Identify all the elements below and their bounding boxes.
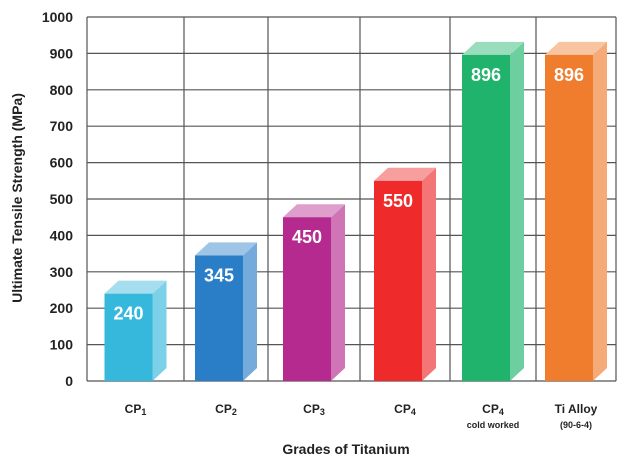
y-tick-label: 500: [50, 191, 74, 207]
x-tick-label: CP2: [215, 402, 237, 417]
bar: 450: [283, 204, 345, 381]
x-tick-label: CP3: [303, 402, 325, 417]
bar-value-label: 896: [471, 65, 501, 85]
y-tick-label: 700: [50, 118, 74, 134]
y-tick-label: 800: [50, 82, 74, 98]
y-axis-title: Ultimate Tensile Strength (MPa): [9, 93, 25, 303]
x-tick-label: CP4: [394, 402, 416, 417]
bar-side-face: [593, 41, 607, 382]
y-tick-label: 0: [65, 373, 73, 389]
bar: 345: [195, 242, 257, 381]
bar-side-face: [422, 167, 436, 381]
bar-side-face: [510, 41, 524, 382]
bar-front-face: [104, 293, 153, 381]
bar-top-face: [462, 41, 524, 55]
bar-value-label: 550: [383, 191, 413, 211]
bar: 896: [462, 41, 524, 382]
bar-top-face: [374, 167, 436, 181]
bar-side-face: [331, 204, 345, 381]
x-axis-title: Grades of Titanium: [282, 441, 409, 457]
bar-value-label: 896: [554, 65, 584, 85]
bar-value-label: 450: [292, 227, 322, 247]
y-tick-label: 1000: [42, 9, 73, 25]
bar-front-face: [545, 54, 593, 382]
bar-front-face: [374, 180, 422, 381]
y-tick-label: 600: [50, 155, 74, 171]
bar-front-face: [283, 217, 331, 381]
bar-value-label: 240: [113, 304, 143, 324]
x-tick-labels: CP1 CP2 CP3 CP4 CP4 cold worked Ti Alloy (90-6-…: [125, 402, 598, 430]
y-tick-label: 900: [50, 45, 74, 61]
bar-top-face: [283, 204, 345, 218]
x-tick-label: CP1: [125, 402, 147, 417]
x-tick-label: Ti Alloy: [555, 402, 598, 416]
bar-side-face: [152, 280, 167, 381]
bar-front-face: [462, 54, 510, 382]
bar-top-face: [104, 280, 167, 294]
bar-side-face: [243, 242, 257, 381]
x-tick-sublabel: (90-6-4): [560, 420, 592, 430]
x-tick-sublabel: cold worked: [467, 420, 520, 430]
y-tick-label: 400: [50, 227, 74, 243]
bars: 240 345 450 550 896 896: [104, 41, 607, 382]
bar: 240: [104, 280, 167, 381]
x-tick-label: CP4: [482, 402, 504, 417]
y-tick-labels: 0 100 200 300 400 500 600 700 800 900 1000: [42, 9, 73, 389]
bar: 550: [374, 167, 436, 381]
grid-lines: [86, 16, 617, 382]
y-tick-label: 200: [50, 300, 74, 316]
y-tick-label: 100: [50, 337, 74, 353]
bar-value-label: 345: [204, 265, 234, 285]
bar-top-face: [195, 242, 257, 256]
y-tick-label: 300: [50, 264, 74, 280]
bar: 896: [545, 41, 607, 382]
bar-top-face: [545, 41, 607, 55]
bar-front-face: [195, 255, 243, 381]
